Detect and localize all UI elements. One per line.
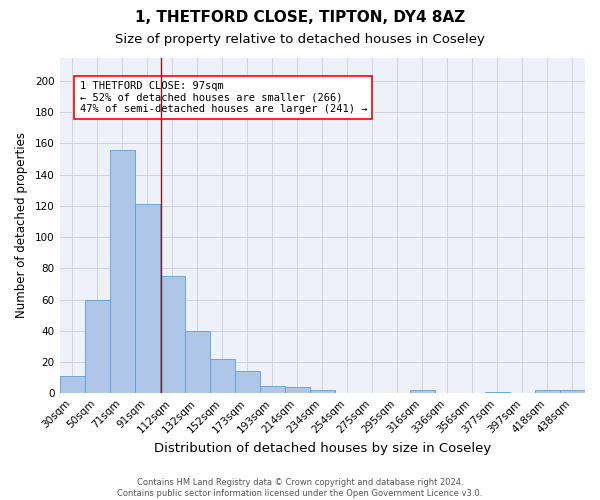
- Text: Size of property relative to detached houses in Coseley: Size of property relative to detached ho…: [115, 32, 485, 46]
- Bar: [185, 331, 209, 394]
- Bar: [209, 359, 235, 394]
- Bar: [110, 150, 134, 394]
- Bar: [285, 387, 310, 394]
- Text: 1 THETFORD CLOSE: 97sqm
← 52% of detached houses are smaller (266)
47% of semi-d: 1 THETFORD CLOSE: 97sqm ← 52% of detache…: [80, 81, 367, 114]
- Bar: [310, 390, 335, 394]
- Bar: [560, 390, 585, 394]
- Bar: [485, 392, 510, 394]
- Bar: [85, 300, 110, 394]
- Bar: [134, 204, 160, 394]
- Bar: [235, 372, 260, 394]
- Bar: [59, 376, 85, 394]
- Bar: [410, 390, 435, 394]
- X-axis label: Distribution of detached houses by size in Coseley: Distribution of detached houses by size …: [154, 442, 491, 455]
- Text: Contains HM Land Registry data © Crown copyright and database right 2024.
Contai: Contains HM Land Registry data © Crown c…: [118, 478, 482, 498]
- Y-axis label: Number of detached properties: Number of detached properties: [15, 132, 28, 318]
- Bar: [535, 390, 560, 394]
- Bar: [260, 386, 285, 394]
- Text: 1, THETFORD CLOSE, TIPTON, DY4 8AZ: 1, THETFORD CLOSE, TIPTON, DY4 8AZ: [135, 10, 465, 25]
- Bar: [160, 276, 185, 394]
